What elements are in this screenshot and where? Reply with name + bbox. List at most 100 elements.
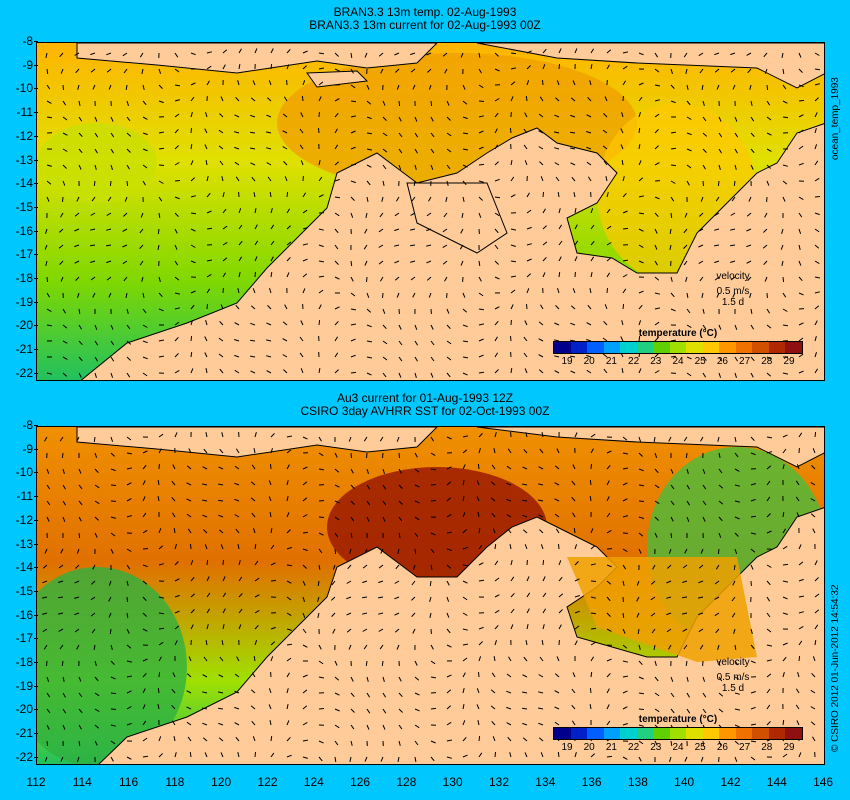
colorbar-tick-label: 25 bbox=[694, 356, 706, 367]
y-tick-label: -11 bbox=[0, 106, 38, 118]
colorbar-swatch bbox=[686, 728, 703, 739]
colorbar-tick-label: 28 bbox=[761, 356, 773, 367]
x-tick-label: 136 bbox=[581, 775, 602, 789]
colorbar-swatch bbox=[653, 342, 670, 353]
x-tick-label: 114 bbox=[72, 775, 92, 789]
bottom-title-sst: CSIRO 3day AVHRR SST for 02-Oct-1993 00Z bbox=[300, 404, 550, 418]
y-tick-label: -21 bbox=[0, 343, 38, 355]
colorbar-swatch bbox=[587, 728, 604, 739]
velocity-label: velocity bbox=[716, 657, 750, 668]
bottom-map-svg bbox=[37, 427, 824, 764]
y-tick-label: -10 bbox=[0, 466, 38, 478]
x-tick-label: 118 bbox=[165, 775, 185, 789]
top-panel-titles: BRAN3.3 13m temp. 02-Aug-1993 BRAN3.3 13… bbox=[0, 6, 850, 32]
colorbar-tick-label: 24 bbox=[672, 742, 684, 753]
bottom-island-newguinea bbox=[476, 427, 824, 468]
bottom-cool-west bbox=[37, 567, 187, 764]
top-landmass bbox=[80, 123, 824, 380]
bottom-colorbar-ticks: 19 20 21 22 23 24 25 26 27 28 29 bbox=[553, 740, 803, 753]
colorbar-swatch bbox=[752, 342, 769, 353]
y-tick-label: -18 bbox=[0, 656, 38, 668]
bottom-islands-north bbox=[76, 427, 438, 458]
colorbar-swatch bbox=[653, 728, 670, 739]
x-tick-label: 138 bbox=[627, 775, 648, 789]
colorbar-swatch bbox=[752, 728, 769, 739]
colorbar-tick-label: 27 bbox=[739, 742, 751, 753]
colorbar-swatch bbox=[785, 342, 802, 353]
x-tick-label: 140 bbox=[674, 775, 695, 789]
y-tick-label: -13 bbox=[0, 538, 38, 550]
colorbar-swatch bbox=[570, 342, 588, 353]
colorbar-swatch bbox=[669, 342, 687, 353]
y-tick-label: -10 bbox=[0, 82, 38, 94]
y-tick-label: -8 bbox=[0, 419, 38, 431]
colorbar-swatch bbox=[570, 728, 588, 739]
y-tick-label: -17 bbox=[0, 632, 38, 644]
colorbar-tick-label: 25 bbox=[694, 742, 706, 753]
y-tick-label: -21 bbox=[0, 727, 38, 739]
top-current-arrows bbox=[44, 48, 821, 378]
top-map-panel bbox=[36, 42, 825, 381]
colorbar-tick-label: 20 bbox=[583, 742, 595, 753]
colorbar-swatch bbox=[636, 342, 654, 353]
top-colorbar-gradient bbox=[553, 341, 803, 354]
colorbar-swatch bbox=[785, 728, 802, 739]
colorbar-swatch bbox=[735, 728, 753, 739]
colorbar-tick-label: 19 bbox=[561, 742, 573, 753]
y-tick-label: -12 bbox=[0, 514, 38, 526]
bottom-map-panel bbox=[36, 426, 825, 765]
colorbar-tick-label: 22 bbox=[628, 356, 640, 367]
y-tick-label: -16 bbox=[0, 225, 38, 237]
colorbar-swatch bbox=[620, 342, 637, 353]
top-colorbar: temperature (°C) 19 20 21 22 23 24 25 26 27 28 29 bbox=[553, 328, 803, 367]
y-tick-label: -13 bbox=[0, 154, 38, 166]
colorbar-swatch bbox=[702, 728, 720, 739]
bottom-landmass bbox=[98, 507, 824, 764]
colorbar-tick-label: 27 bbox=[739, 356, 751, 367]
colorbar-tick-label: 26 bbox=[716, 742, 728, 753]
bottom-panel-titles: Au3 current for 01-Aug-1993 12Z CSIRO 3d… bbox=[0, 392, 850, 418]
y-tick-label: -15 bbox=[0, 585, 38, 597]
colorbar-tick-label: 23 bbox=[650, 356, 662, 367]
colorbar-tick-label: 28 bbox=[761, 742, 773, 753]
colorbar-swatch bbox=[603, 342, 621, 353]
colorbar-swatch bbox=[620, 728, 637, 739]
velocity-speed: 0.5 m/s bbox=[716, 286, 750, 297]
top-colorbar-title: temperature (°C) bbox=[638, 328, 718, 339]
colorbar-swatch bbox=[636, 728, 654, 739]
y-tick-label: -20 bbox=[0, 703, 38, 715]
colorbar-swatch bbox=[768, 342, 786, 353]
y-tick-label: -22 bbox=[0, 367, 38, 379]
y-tick-label: -9 bbox=[0, 59, 38, 71]
x-tick-label: 112 bbox=[26, 775, 46, 789]
top-title-current: BRAN3.3 13m current for 02-Aug-1993 00Z bbox=[309, 18, 541, 32]
x-tick-label: 146 bbox=[813, 775, 834, 789]
colorbar-tick-label: 29 bbox=[783, 742, 795, 753]
y-tick-label: -11 bbox=[0, 490, 38, 502]
top-map-svg bbox=[37, 43, 824, 380]
bottom-current-arrows bbox=[41, 431, 820, 763]
y-tick-label: -14 bbox=[0, 177, 38, 189]
colorbar-swatch bbox=[554, 342, 571, 353]
y-tick-label: -18 bbox=[0, 272, 38, 284]
y-tick-label: -12 bbox=[0, 130, 38, 142]
x-tick-label: 134 bbox=[535, 775, 556, 789]
colorbar-tick-label: 29 bbox=[783, 356, 795, 367]
x-tick-label: 126 bbox=[350, 775, 371, 789]
velocity-time: 1.5 d bbox=[721, 683, 745, 694]
bottom-colorbar-gradient bbox=[553, 727, 803, 740]
top-islands-north bbox=[76, 43, 438, 74]
colorbar-swatch bbox=[702, 342, 720, 353]
x-tick-label: 122 bbox=[257, 775, 278, 789]
top-eddy bbox=[37, 123, 157, 203]
bottom-colorbar-title: temperature (°C) bbox=[638, 714, 718, 725]
velocity-speed: 0.5 m/s bbox=[716, 672, 750, 683]
colorbar-swatch bbox=[587, 342, 604, 353]
x-tick-label: 116 bbox=[119, 775, 139, 789]
y-tick-label: -9 bbox=[0, 443, 38, 455]
colorbar-swatch bbox=[719, 728, 736, 739]
colorbar-tick-label: 21 bbox=[605, 356, 617, 367]
bottom-velocity-key: velocity 0.5 m/s 1.5 d bbox=[703, 657, 763, 694]
x-tick-label: 132 bbox=[488, 775, 510, 789]
y-tick-label: -19 bbox=[0, 680, 38, 692]
